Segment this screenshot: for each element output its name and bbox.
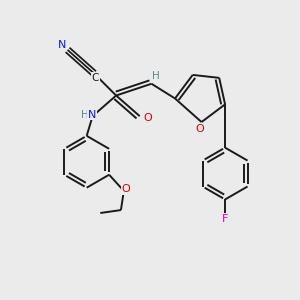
Text: F: F (222, 214, 228, 224)
Text: H: H (81, 110, 89, 120)
Text: O: O (122, 184, 130, 194)
Text: C: C (92, 73, 99, 83)
Text: O: O (144, 112, 152, 123)
Text: O: O (196, 124, 204, 134)
Text: N: N (88, 110, 96, 120)
Text: H: H (152, 71, 160, 81)
Text: N: N (58, 40, 66, 50)
